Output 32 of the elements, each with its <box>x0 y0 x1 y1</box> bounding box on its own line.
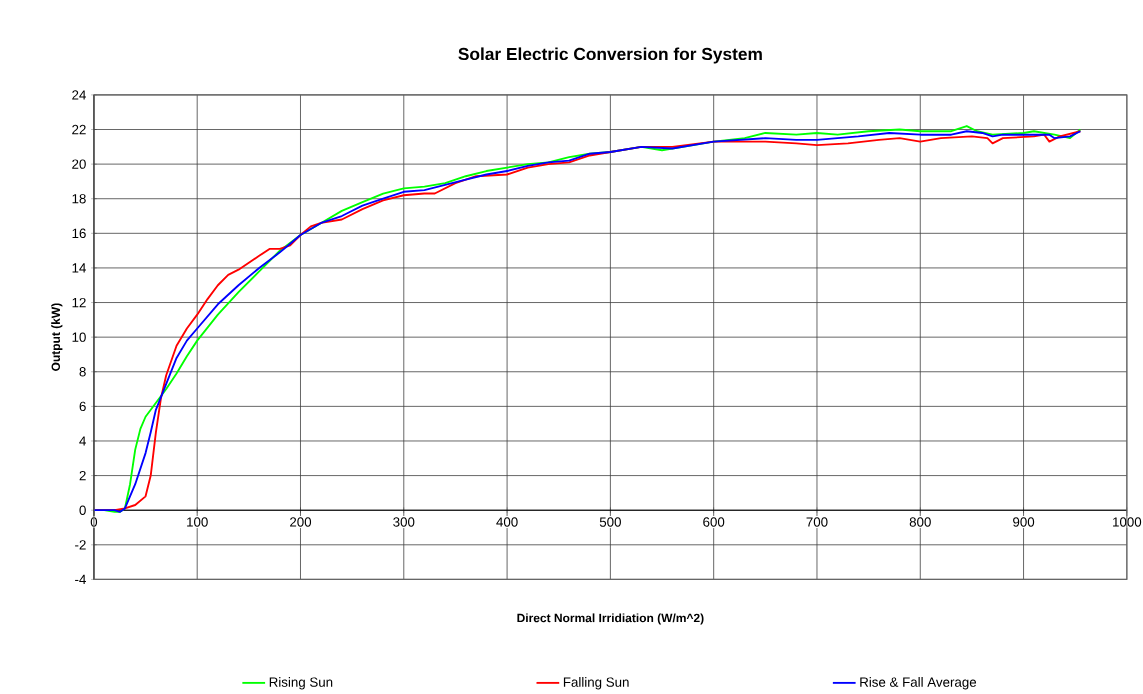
chart-title: Solar Electric Conversion for System <box>458 47 762 64</box>
x-axis-title: Direct Normal Irridiation (W/m^2) <box>517 613 704 625</box>
y-tick-label: 2 <box>79 470 86 481</box>
x-tick-label: 100 <box>187 517 208 527</box>
x-tick-label: 0 <box>90 517 98 527</box>
y-tick-label: 6 <box>79 401 86 412</box>
y-tick-label: 14 <box>72 263 86 273</box>
y-tick-label: -2 <box>75 540 86 550</box>
y-tick-label: 24 <box>72 90 86 100</box>
y-tick-label: 10 <box>72 332 86 342</box>
y-tick-label: 18 <box>72 193 86 204</box>
legend-label: Rising Sun <box>269 677 333 690</box>
y-tick-label: 20 <box>72 159 86 169</box>
x-tick-label: 200 <box>290 517 312 527</box>
x-tick-label: 900 <box>1013 517 1035 527</box>
x-tick-label: 300 <box>393 517 415 527</box>
x-tick-label: 700 <box>806 517 828 527</box>
y-tick-label: 8 <box>79 367 86 377</box>
y-tick-label: 22 <box>72 124 86 135</box>
y-tick-label: 16 <box>72 228 86 239</box>
y-tick-label: 4 <box>79 436 86 446</box>
x-tick-label: 1000 <box>1113 517 1142 527</box>
x-tick-label: 800 <box>909 517 931 527</box>
y-tick-label: 12 <box>72 297 86 308</box>
y-axis-title: Output (kW) <box>51 303 63 371</box>
x-tick-label: 400 <box>496 517 518 527</box>
y-tick-label: 0 <box>79 505 86 515</box>
legend-label: Rise & Fall Average <box>860 677 977 690</box>
y-tick-label: -4 <box>75 574 86 584</box>
legend-label: Falling Sun <box>563 677 629 690</box>
x-tick-label: 500 <box>599 517 621 527</box>
x-tick-label: 600 <box>703 517 725 527</box>
